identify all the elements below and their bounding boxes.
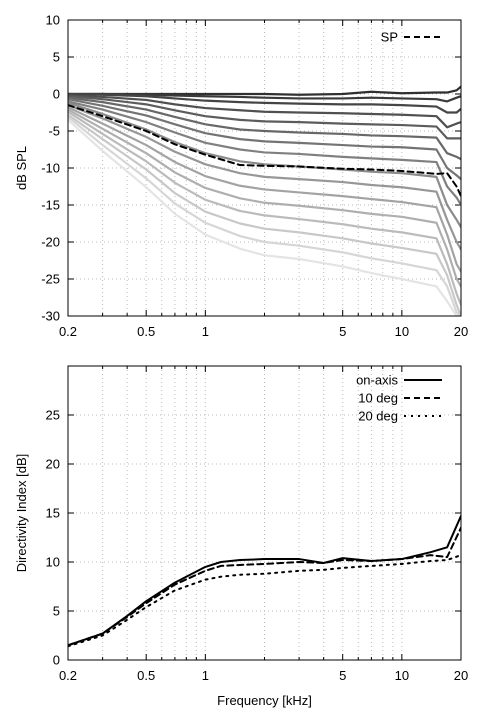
- response-4-series-line: [68, 94, 461, 129]
- legend-label: 20 deg: [358, 409, 398, 424]
- x-tick-label: 10: [395, 324, 409, 339]
- y-tick-label: 5: [53, 50, 60, 65]
- y-tick-label: 5: [53, 604, 60, 619]
- y-tick-label: 10: [46, 13, 60, 28]
- response-6-series-line: [68, 96, 461, 161]
- on-axis-series-line: [68, 514, 461, 647]
- y-axis-label: Directivity Index [dB]: [14, 454, 29, 573]
- x-tick-label: 0.2: [59, 668, 77, 683]
- x-tick-label: 1: [202, 668, 209, 683]
- x-tick-label: 5: [339, 324, 346, 339]
- x-tick-label: 0.5: [137, 324, 155, 339]
- y-tick-label: 0: [53, 653, 60, 668]
- response-11-series-line: [68, 106, 461, 273]
- x-tick-label: 0.5: [137, 668, 155, 683]
- x-tick-label: 1: [202, 324, 209, 339]
- y-tick-label: 15: [46, 506, 60, 521]
- y-tick-label: 10: [46, 555, 60, 570]
- response-8-series-line: [68, 100, 461, 207]
- 10-deg-series-line: [68, 526, 461, 647]
- 20-deg-series-line: [68, 554, 461, 648]
- x-tick-label: 20: [454, 668, 468, 683]
- response-13-series-line: [68, 110, 461, 306]
- x-axis-label: Frequency [kHz]: [217, 693, 312, 708]
- y-axis-label: dB SPL: [14, 146, 29, 190]
- response-10-series-line: [68, 104, 461, 251]
- y-tick-label: 0: [53, 87, 60, 102]
- response-7-series-line: [68, 98, 461, 181]
- y-tick-label: -5: [48, 124, 60, 139]
- legend-label: on-axis: [356, 373, 398, 388]
- sp-series-line: [68, 104, 461, 198]
- plot-frame: [67, 19, 462, 317]
- x-tick-label: 20: [454, 324, 468, 339]
- response-16-series-line: [68, 118, 461, 316]
- y-tick-label: -15: [41, 198, 60, 213]
- series-group: [68, 514, 461, 648]
- y-tick-label: 20: [46, 457, 60, 472]
- legend-label: 10 deg: [358, 391, 398, 406]
- y-tick-label: -10: [41, 161, 60, 176]
- spl-chart: 0.2 0.5 1 5 10 20 -30 -25 -20 -15 -10 -5 0 5 10 dB SPL S…: [14, 13, 468, 340]
- y-tick-label: -30: [41, 309, 60, 324]
- response-15-series-line: [68, 115, 461, 316]
- y-tick-label: -25: [41, 272, 60, 287]
- y-tick-label: -20: [41, 235, 60, 250]
- plot-frame: [67, 365, 462, 661]
- x-tick-label: 0.2: [59, 324, 77, 339]
- legend-label: SP: [381, 30, 398, 45]
- response-2-series-line: [68, 92, 461, 103]
- response-14-series-line: [68, 113, 461, 316]
- response-12-series-line: [68, 108, 461, 288]
- series-group: [68, 85, 461, 316]
- x-tick-label: 10: [395, 668, 409, 683]
- response-3-series-line: [68, 92, 461, 114]
- x-tick-label: 5: [339, 668, 346, 683]
- response-5-series-line: [68, 95, 461, 140]
- y-tick-label: 25: [46, 408, 60, 423]
